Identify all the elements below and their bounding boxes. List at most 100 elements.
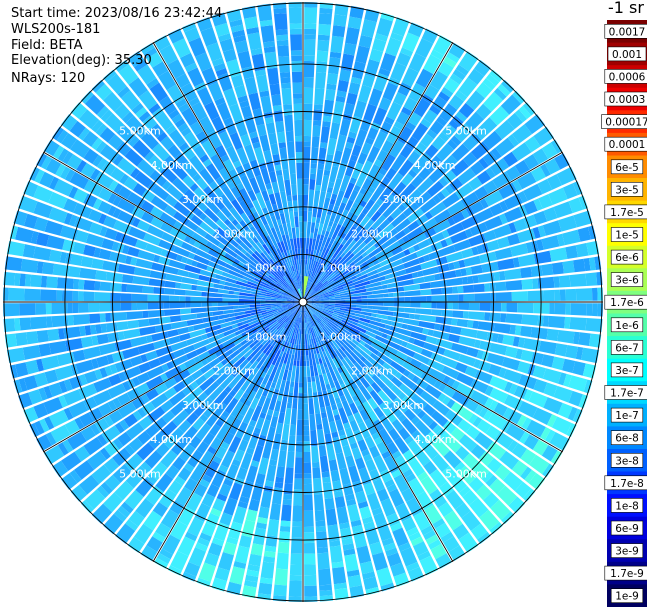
ray-gate: [405, 561, 420, 572]
ray-gate: [212, 365, 220, 373]
ray-gate: [342, 388, 354, 405]
ray-gate: [183, 358, 197, 369]
ray-gate: [363, 343, 371, 349]
ray-gate: [145, 334, 153, 343]
ray-gate: [279, 327, 284, 333]
ray-gate: [338, 266, 345, 272]
ray-gate: [573, 258, 586, 273]
ray-90: [3, 287, 300, 302]
ray-gate: [382, 406, 397, 423]
ray-65: [211, 304, 303, 592]
ray-gate: [578, 195, 588, 210]
ray-gate: [322, 320, 335, 333]
start-time-label: Start time: 2023/08/16 23:42:44: [11, 6, 223, 21]
ray-gate: [434, 323, 441, 331]
ray-gate: [306, 322, 311, 340]
ray-gate: [144, 450, 163, 469]
ray-gate: [447, 302, 453, 310]
ray-gate: [578, 394, 588, 409]
ray-gate: [462, 453, 478, 468]
ray-gate: [362, 516, 374, 525]
ray-gate: [222, 298, 239, 302]
ray-gate: [379, 176, 391, 189]
ray-gate: [321, 229, 326, 236]
ray-gate: [344, 225, 357, 242]
ray-gate: [304, 585, 318, 597]
ray-gate: [455, 183, 474, 200]
ray-gate: [263, 556, 276, 563]
ray-gate: [462, 311, 469, 319]
ray-gate: [240, 174, 253, 192]
ray-gate: [469, 497, 489, 518]
ray-gate: [307, 322, 312, 334]
ray-116: [241, 5, 303, 300]
ray-gate: [225, 122, 238, 136]
ray-gate: [274, 400, 282, 412]
ray-gate: [344, 261, 355, 271]
ray-gate: [45, 158, 62, 175]
ray-gate: [371, 214, 386, 230]
ray-gate: [458, 302, 470, 310]
ray-gate: [303, 435, 310, 442]
ray-gate: [26, 331, 39, 345]
ray-gate: [352, 395, 359, 403]
ray-gate: [259, 334, 269, 344]
ray-gate: [414, 314, 421, 320]
ray-gate: [245, 270, 252, 276]
elevation-label: Elevation(deg): 35.30: [11, 53, 152, 68]
ray-gate: [379, 469, 393, 483]
ray-gate: [332, 313, 338, 318]
ray-gate: [356, 305, 368, 309]
ray-gate: [276, 297, 288, 301]
ray-gate: [261, 397, 272, 414]
ray-gate: [91, 464, 112, 484]
ray-gate: [382, 385, 398, 402]
ray-gate: [318, 444, 327, 457]
ray-gate: [198, 351, 210, 361]
ray-gate: [72, 290, 79, 302]
ray-gate: [260, 252, 266, 259]
ray-gate: [206, 42, 223, 62]
ray-gate: [340, 268, 347, 274]
ray-gate: [205, 241, 213, 249]
ray-gate: [315, 525, 327, 532]
ray-gate: [251, 252, 262, 263]
ray-gate: [335, 336, 345, 346]
ray-gate: [292, 343, 297, 355]
ray-gate: [255, 292, 267, 296]
ray-gate: [307, 376, 312, 383]
ray-gate: [219, 38, 234, 53]
ray-gate: [443, 536, 460, 552]
ray-gate: [290, 365, 297, 382]
ray-gate: [80, 256, 94, 268]
ray-gate: [227, 366, 235, 374]
colorbar-tick-label: 0.00017: [605, 117, 647, 129]
ray-gate: [184, 188, 197, 202]
ray-gate: [311, 136, 320, 148]
ray-gate: [325, 254, 330, 261]
ray-gate: [503, 394, 523, 411]
ray-gate: [319, 589, 333, 597]
ray-gate: [341, 146, 353, 165]
ray-33: [305, 302, 600, 364]
ray-gate: [161, 410, 176, 424]
ray-gate: [328, 271, 342, 283]
ray-gate: [178, 102, 190, 113]
ray-gate: [83, 148, 99, 164]
ray-gate: [333, 310, 345, 316]
ray-43: [305, 303, 536, 502]
ray-gate: [239, 100, 250, 109]
ray-gate: [290, 272, 298, 288]
ray-gate: [19, 303, 36, 316]
ray-gate: [172, 38, 191, 59]
ray-31: [305, 302, 603, 333]
ray-gate: [328, 310, 334, 314]
ray-gate: [341, 358, 350, 370]
ray-gate: [182, 175, 195, 188]
ray-gate: [508, 383, 518, 395]
ray-gate: [236, 467, 248, 481]
ray-gate: [567, 406, 578, 421]
ray-gate: [312, 206, 318, 218]
ray-gate: [430, 543, 447, 560]
ray-gate: [255, 417, 265, 430]
